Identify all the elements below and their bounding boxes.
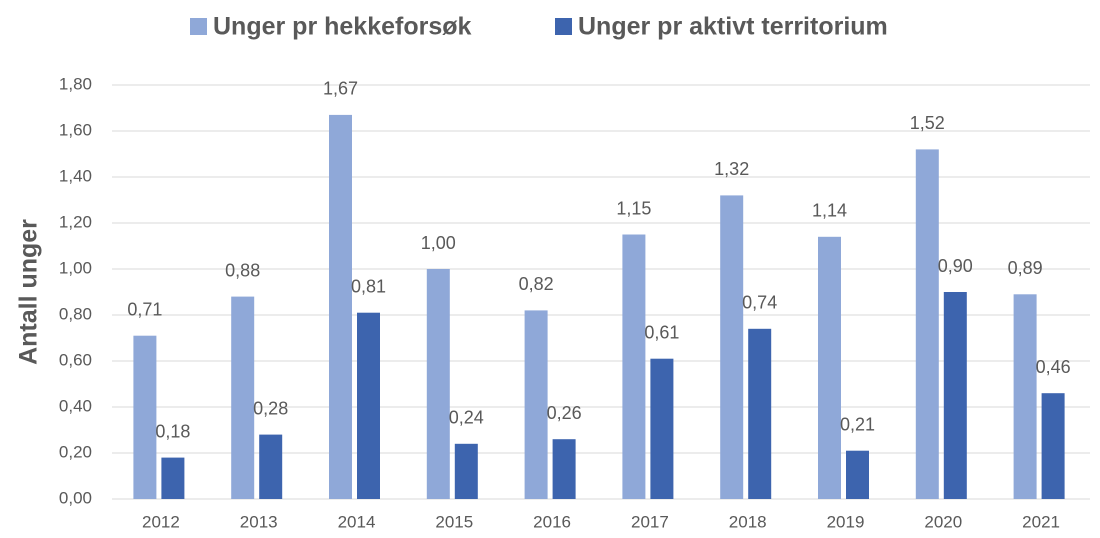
y-axis-label: Antall unger <box>15 219 43 365</box>
bar <box>846 450 869 499</box>
y-tick-label: 0,60 <box>59 350 92 369</box>
data-label: 0,21 <box>840 414 875 434</box>
legend-label: Unger pr aktivt territorium <box>578 13 888 41</box>
x-tick-label: 2018 <box>729 512 767 531</box>
bar <box>818 236 841 500</box>
bar <box>426 269 450 499</box>
bar <box>650 358 674 499</box>
x-tick-label: 2013 <box>240 512 278 531</box>
data-label: 0,26 <box>547 403 582 423</box>
legend-label: Unger pr hekkeforsøk <box>213 13 472 41</box>
x-tick-label: 2015 <box>435 512 473 531</box>
data-label: 1,32 <box>714 159 749 179</box>
data-label: 0,46 <box>1036 357 1071 377</box>
x-tick-label: 2021 <box>1022 512 1060 531</box>
bar <box>231 296 255 499</box>
legend-swatch <box>555 18 572 35</box>
bar <box>161 457 185 499</box>
data-label: 0,82 <box>519 274 554 294</box>
data-label: 1,14 <box>812 201 847 221</box>
data-label: 1,52 <box>910 113 945 133</box>
bar <box>1041 393 1065 499</box>
y-tick-label: 1,00 <box>59 258 92 277</box>
bar <box>454 443 478 499</box>
data-label: 1,67 <box>323 79 358 99</box>
bar <box>133 335 157 499</box>
x-tick-label: 2017 <box>631 512 669 531</box>
bar <box>748 328 772 499</box>
data-label: 0,74 <box>742 293 777 313</box>
x-tick-label: 2020 <box>924 512 962 531</box>
x-tick-label: 2012 <box>142 512 180 531</box>
y-tick-label: 0,00 <box>59 488 92 507</box>
y-tick-label: 0,20 <box>59 442 92 461</box>
y-tick-label: 1,60 <box>59 120 92 139</box>
bar <box>524 310 548 499</box>
x-tick-label: 2014 <box>338 512 376 531</box>
data-label: 0,71 <box>127 299 162 319</box>
y-tick-label: 1,20 <box>59 212 92 231</box>
data-label: 0,81 <box>351 276 386 296</box>
bar <box>720 195 744 499</box>
data-label: 1,15 <box>616 198 651 218</box>
y-tick-label: 1,40 <box>59 166 92 185</box>
bar <box>259 434 283 499</box>
y-tick-label: 1,80 <box>59 74 92 93</box>
data-label: 0,28 <box>253 398 288 418</box>
bar <box>943 292 967 499</box>
bar <box>1013 294 1037 499</box>
data-label: 0,89 <box>1008 258 1043 278</box>
data-label: 0,88 <box>225 260 260 280</box>
bar <box>622 234 646 499</box>
data-label: 1,00 <box>421 233 456 253</box>
y-tick-label: 0,80 <box>59 304 92 323</box>
y-tick-label: 0,40 <box>59 396 92 415</box>
bar <box>552 439 576 499</box>
data-label: 0,18 <box>155 421 190 441</box>
data-label: 0,90 <box>938 256 973 276</box>
bar <box>329 114 352 500</box>
bar <box>357 312 380 499</box>
x-tick-label: 2019 <box>827 512 865 531</box>
legend-swatch <box>190 18 207 35</box>
x-tick-label: 2016 <box>533 512 571 531</box>
data-label: 0,24 <box>449 408 484 428</box>
data-label: 0,61 <box>644 322 679 342</box>
bar <box>915 149 939 499</box>
